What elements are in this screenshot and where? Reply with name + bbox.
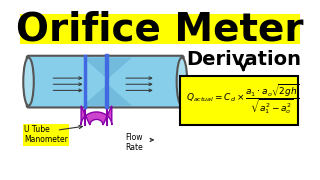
Polygon shape	[81, 106, 112, 125]
Ellipse shape	[177, 57, 187, 106]
Polygon shape	[83, 57, 132, 79]
Text: Flow
Rate: Flow Rate	[125, 133, 143, 152]
Text: $Q_{actual} = C_d \times \dfrac{a_1 \cdot a_o \sqrt{2 g h}}{\sqrt{a_1^2 - a_o^2}: $Q_{actual} = C_d \times \dfrac{a_1 \cdo…	[186, 83, 300, 116]
Text: Derivation: Derivation	[186, 50, 301, 69]
FancyBboxPatch shape	[20, 14, 300, 44]
Text: U Tube
Manometer: U Tube Manometer	[24, 125, 68, 144]
FancyBboxPatch shape	[180, 76, 298, 125]
FancyBboxPatch shape	[27, 56, 184, 107]
FancyBboxPatch shape	[20, 44, 300, 172]
Polygon shape	[83, 84, 132, 106]
Ellipse shape	[23, 57, 34, 106]
Text: Orifice Meter: Orifice Meter	[16, 10, 304, 48]
